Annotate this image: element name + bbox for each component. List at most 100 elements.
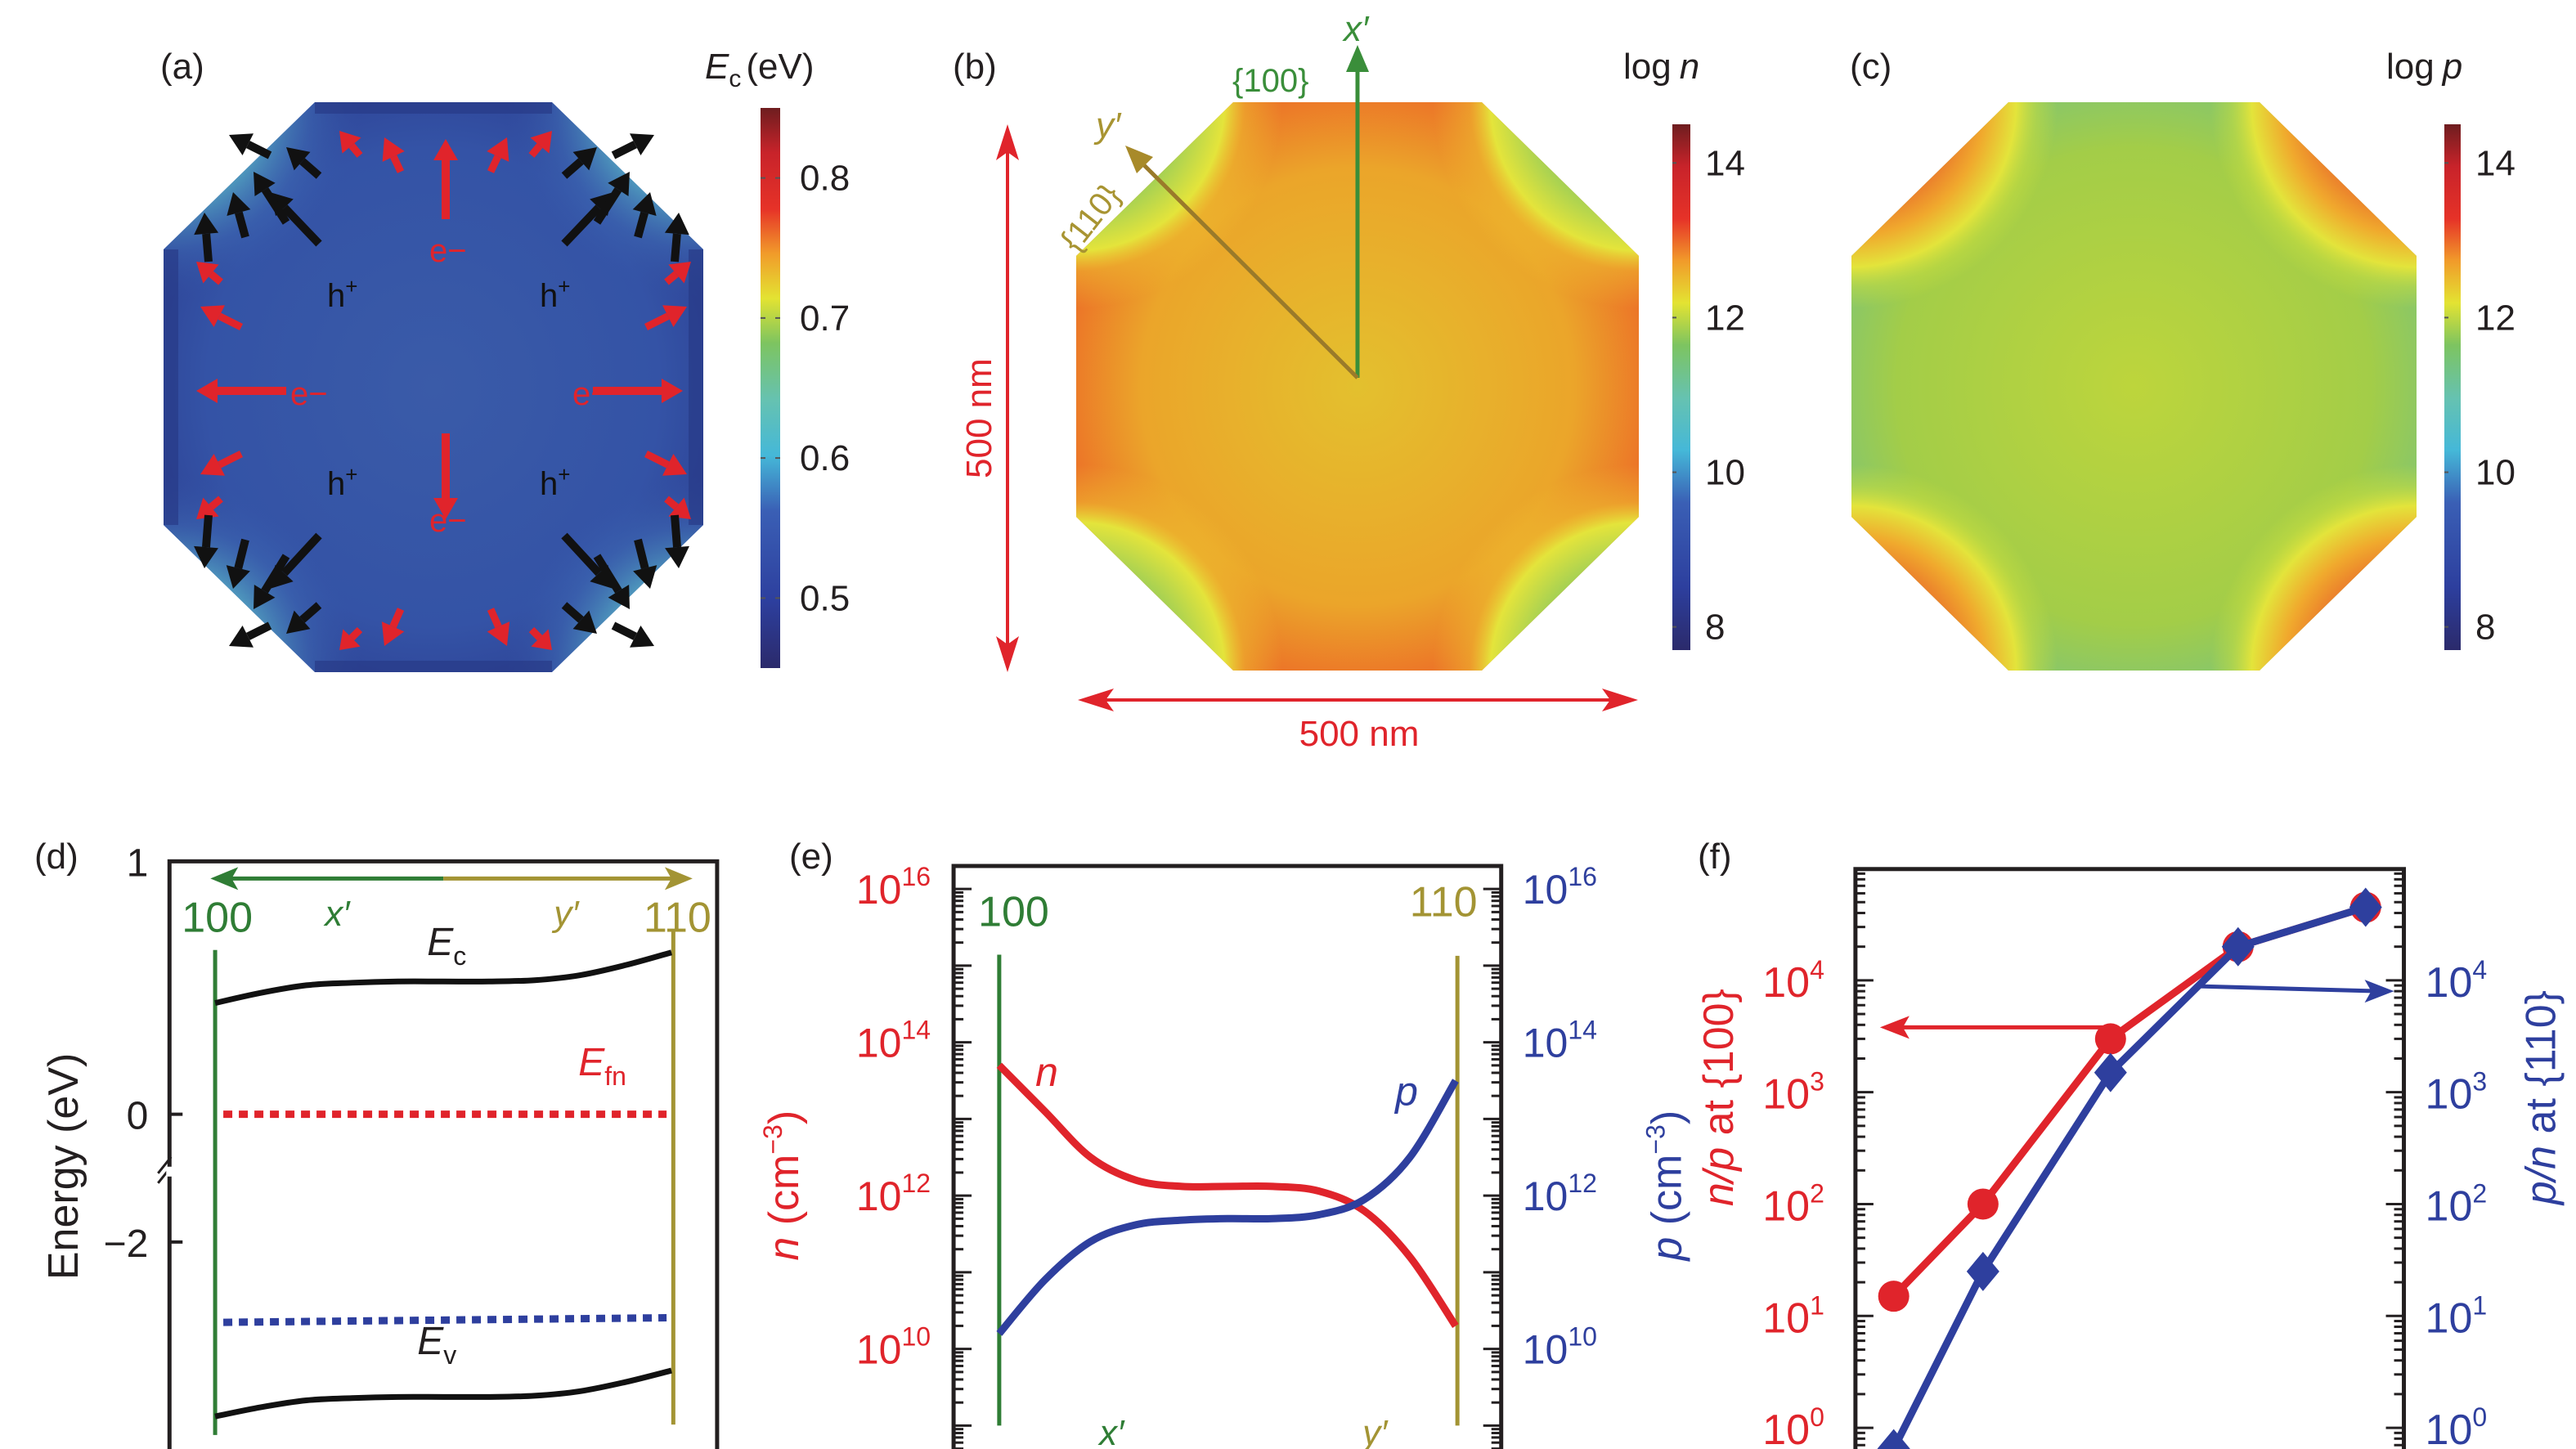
corner-overlay	[1076, 464, 1282, 671]
facet-100-label: 100	[978, 889, 1049, 936]
exp: 16	[901, 862, 931, 891]
y-prime-direction-arrowhead	[664, 867, 693, 890]
hole-arrow-shaft	[281, 204, 322, 247]
electron-arrow-small-shaft	[644, 450, 670, 469]
plot-frame	[167, 859, 720, 1449]
y-left-tick-label: 1012	[856, 1169, 931, 1219]
exp: 3	[2472, 1067, 2487, 1097]
hole-arrow-shaft	[611, 141, 637, 159]
exp: 10	[1568, 1322, 1597, 1352]
y-right-tick-label: 101	[2426, 1290, 2488, 1342]
y-right-tick-label: 102	[2426, 1178, 2488, 1230]
electron-arrow-small-head	[668, 262, 691, 284]
electron-label-top: e−	[429, 233, 467, 269]
electron-arrow-small-shaft	[487, 155, 501, 173]
y-left-tick-label: 1016	[856, 862, 931, 913]
y-prime-arrowhead	[1125, 146, 1153, 173]
electron-arrow-small-head	[662, 305, 687, 328]
exp: 16	[1568, 862, 1597, 891]
electron-arrow-small-shaft	[644, 312, 670, 331]
electron-arrow-small-head	[200, 305, 225, 328]
hole-arrow-shaft	[299, 158, 322, 179]
y-prime-direction-label: y′	[551, 894, 580, 934]
y-left-axis-label: n (cm−3)	[758, 1110, 808, 1261]
ev-label: Ev	[417, 1320, 456, 1370]
exp: 10	[901, 1322, 931, 1352]
height-arrow-top	[996, 124, 1019, 160]
electron-arrow-small-head	[382, 137, 405, 162]
plot-frame	[951, 864, 1504, 1449]
hole-label-tl: h+	[327, 274, 357, 314]
electron-arrow-small-shaft	[390, 155, 405, 173]
data-point-diamond	[1966, 1251, 1999, 1291]
electron-arrow-small-shaft	[487, 608, 502, 629]
y-right-axis-label: p/n at {110}	[2518, 990, 2565, 1206]
data-point-circle	[1967, 1188, 1999, 1220]
log-n-colorbar-ticks: 8 10 12 14	[1672, 143, 1745, 648]
exp: 0	[2472, 1402, 2487, 1432]
carrier-labels: e−e−e− e−h+ h+h+ h+	[290, 233, 610, 539]
ec-label-sub: c	[453, 941, 466, 971]
hole-arrow-head	[254, 172, 276, 196]
exp: 4	[1810, 955, 1824, 985]
electron-arrow-small-head	[339, 131, 361, 154]
electron-arrow-small-head	[196, 262, 219, 284]
hole-arrow-head	[227, 192, 251, 217]
panel-c-label: (c)	[1850, 47, 1892, 87]
data-point-diamond	[2221, 926, 2255, 967]
hole-arrow-shaft	[261, 554, 290, 594]
exp: 1	[2472, 1290, 2487, 1320]
exp: 2	[2472, 1178, 2487, 1208]
panel-f: (f) 10410410310310210210110110010000.10.…	[1695, 837, 2565, 1449]
electron-arrow-small-shaft	[348, 143, 363, 158]
y-left-tick-label: 103	[1762, 1067, 1824, 1119]
electron-arrow-small-shaft	[389, 608, 405, 629]
log-n-colorbar-title: log n	[1623, 47, 1699, 87]
y-tick-label: 0	[127, 1095, 149, 1138]
exp: 12	[1568, 1169, 1597, 1198]
ec-label: Ec	[427, 921, 466, 971]
hole-arrow-shaft	[593, 187, 622, 225]
ec-colorbar	[761, 108, 780, 668]
suffix: at {100}	[1695, 989, 1743, 1147]
unit-exp: −3	[758, 1124, 788, 1154]
axis-break-gap	[166, 1166, 173, 1177]
colorbar-tick-label: 14	[1705, 143, 1745, 183]
x-prime-direction-arrowhead	[210, 867, 239, 890]
corner-overlay	[2210, 464, 2417, 671]
y-prime-direction-label: y′	[1360, 1413, 1389, 1449]
hole-arrow-shaft	[671, 514, 681, 548]
hole-arrow-shaft	[235, 211, 249, 239]
exp: 14	[901, 1016, 931, 1045]
data-point-diamond	[2094, 1052, 2127, 1092]
colorbar-tick-label: 8	[1705, 608, 1725, 648]
corner-overlay	[164, 102, 362, 301]
colorbar-tick-label: 12	[2475, 298, 2515, 338]
y-left-tick-label: 1010	[856, 1322, 931, 1373]
y-left-axis-label: n/p at {100}	[1695, 989, 1743, 1206]
heatmap-fill	[1076, 102, 1639, 671]
width-arrow-right	[1602, 689, 1638, 711]
hole-arrow-shaft	[561, 204, 602, 247]
y-prime-axis-arrow	[1139, 160, 1359, 379]
y-right-axis-label: p (cm−3)	[1641, 1110, 1691, 1263]
electron-label-right-text: e−	[572, 376, 610, 412]
hole-label-tr: h+	[540, 274, 570, 314]
electron-arrow-small-head	[487, 137, 509, 162]
electron-arrow-small-head	[200, 453, 225, 476]
hole-arrow-head	[286, 610, 311, 634]
log-p-colorbar-title: log p	[2386, 47, 2462, 87]
corner-overlay	[1851, 102, 2058, 308]
hole-arrow-head	[608, 172, 630, 196]
band-diagram-plot: 200020010−2−3Energy (eV)Position (nm)x′y…	[40, 841, 720, 1449]
hole-label-tl-text: h	[327, 278, 345, 314]
electron-arrow-down-head	[433, 498, 458, 519]
hole-label-tr-sup: +	[558, 274, 570, 298]
hole-arrow-shaft	[280, 532, 322, 576]
hole-label-tl-sup: +	[345, 274, 357, 298]
corner-overlay	[2210, 102, 2417, 308]
left-axis-indicator-arrowhead	[1879, 1016, 1910, 1039]
hole-arrow-head	[229, 133, 254, 156]
colorbar-tick-label: 0.5	[800, 578, 850, 618]
